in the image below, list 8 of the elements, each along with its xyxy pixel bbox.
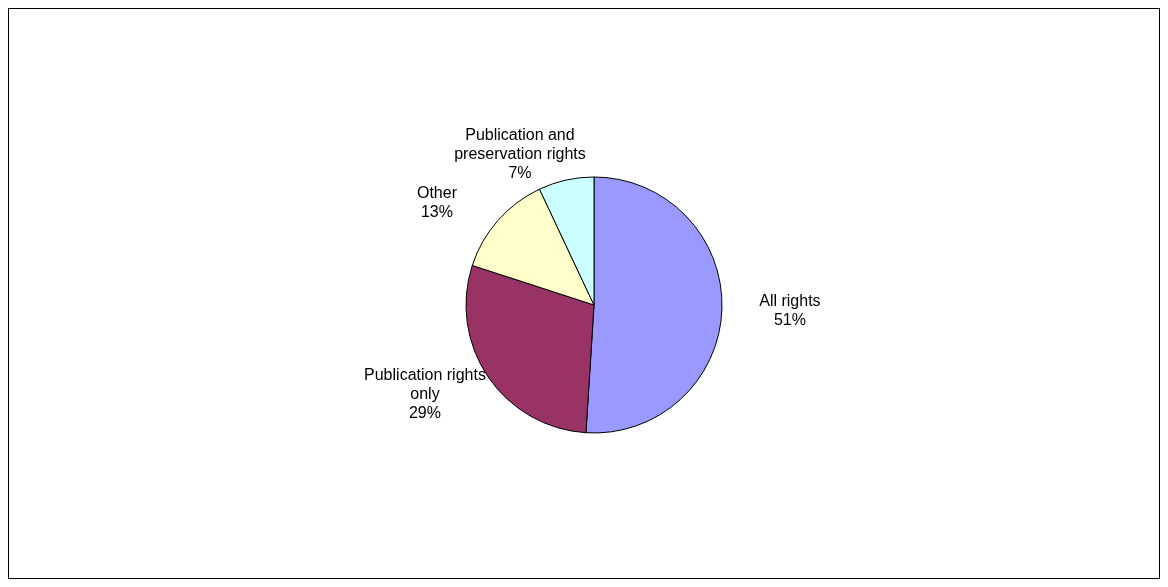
data-label: 7% xyxy=(508,163,532,181)
slice-label: Other xyxy=(416,183,458,201)
slice-label: Publication and preservation rights xyxy=(454,125,586,162)
data-label: 29% xyxy=(408,403,441,421)
data-label: 51% xyxy=(773,310,806,328)
data-label: 13% xyxy=(420,202,453,220)
slice-label: Publication rights only xyxy=(364,365,486,402)
slice-label: All rights xyxy=(759,291,821,309)
